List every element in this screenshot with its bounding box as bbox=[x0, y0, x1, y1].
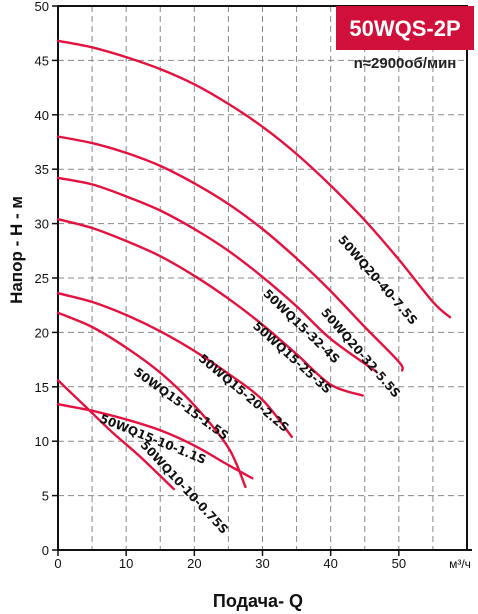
curve-50wq20-32-5-5s bbox=[56, 135, 404, 372]
y-tick-labels: 0 5 10 15 20 25 30 35 40 45 50 bbox=[35, 0, 58, 558]
y-tick-label: 50 bbox=[35, 0, 49, 14]
y-tick-label: 15 bbox=[35, 380, 49, 395]
model-badge-text: 50WQS-2P bbox=[349, 16, 460, 41]
curve-50wq15-10-1-1s bbox=[56, 403, 254, 480]
x-unit-label: м³/ч bbox=[449, 557, 471, 571]
curve-50wq15-32-4s bbox=[56, 176, 378, 373]
x-tick-label: 20 bbox=[187, 556, 201, 571]
x-tick-label: 50 bbox=[392, 556, 406, 571]
y-tick-label: 35 bbox=[35, 162, 49, 177]
y-tick-label: 0 bbox=[42, 543, 49, 558]
y-tick-label: 10 bbox=[35, 434, 49, 449]
y-tick-label: 45 bbox=[35, 53, 49, 68]
y-tick-label: 25 bbox=[35, 271, 49, 286]
grid bbox=[57, 5, 472, 551]
curve-label: 50WQ20-40-7.5S bbox=[335, 233, 420, 328]
model-badge bbox=[336, 6, 474, 50]
curve-50wq20-40-7-5s bbox=[56, 39, 452, 319]
y-tick-label: 20 bbox=[35, 325, 49, 340]
y-tick-label: 30 bbox=[35, 217, 49, 232]
curve-50wq15-20-2-2s bbox=[56, 292, 293, 438]
x-tick-label: 0 bbox=[54, 556, 61, 571]
curve-group bbox=[56, 39, 452, 491]
x-axis-title: Подача- Q bbox=[213, 591, 303, 611]
x-tick-labels: 0 10 20 30 40 50 bbox=[54, 550, 406, 571]
curve-50wq15-25-3s bbox=[56, 218, 364, 397]
y-tick-label: 40 bbox=[35, 108, 49, 123]
y-axis-title: Напор - Н - м bbox=[7, 196, 26, 304]
x-tick-label: 10 bbox=[119, 556, 133, 571]
x-tick-label: 30 bbox=[255, 556, 269, 571]
curve-50wq15-15-1-5s bbox=[56, 311, 247, 489]
speed-note: n≈2900об/мин bbox=[354, 55, 457, 72]
x-tick-label: 40 bbox=[323, 556, 337, 571]
y-tick-label: 5 bbox=[42, 489, 49, 504]
curve-50wq10-10-0-75s bbox=[56, 379, 176, 491]
